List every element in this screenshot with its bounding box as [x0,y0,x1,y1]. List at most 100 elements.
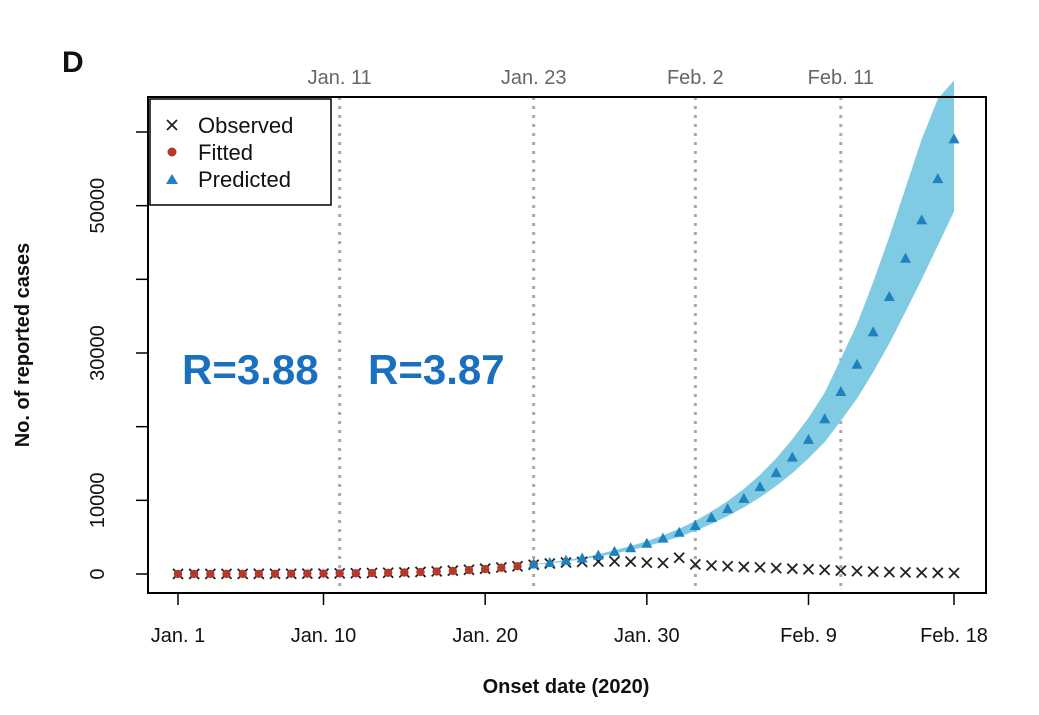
predicted-point-27 [948,133,960,144]
x-axis: Jan. 1 Jan. 10 Jan. 20 Jan. 30 Feb. 9 Feb. 18 [151,592,988,647]
observed-cross [867,566,879,578]
observed-point-32 [673,552,685,564]
predicted-point-26 [932,173,944,184]
predicted-point-15 [754,481,766,492]
fitted-point-6 [254,569,264,579]
fitted-point-9 [303,569,312,578]
predicted-point-24 [900,252,911,263]
observed-cross [948,567,960,579]
fitted-point-4 [222,569,231,579]
legend-label-predicted: Predicted [198,167,291,192]
fitted-point-18 [448,566,458,576]
observed-cross [738,561,750,573]
predicted-point-2 [544,556,556,567]
legend: Observed Fitted Predicted [149,98,332,206]
observed-cross [705,559,718,572]
vline-label-1: Jan. 11 [308,67,372,89]
observed-cross [916,566,928,579]
observed-point-41 [819,564,831,576]
observed-cross [673,552,685,564]
observed-cross [608,555,621,567]
prediction-band [533,80,954,565]
observed-point-36 [738,561,750,573]
reference-lines: Jan. 11 Jan. 23 Feb. 2 Feb. 11 [308,67,874,593]
observed-cross [625,555,637,568]
predicted-point-14 [738,492,750,503]
x-axis-label: Onset date (2020) [483,676,650,698]
observed-point-37 [754,561,766,574]
predicted-point-18 [803,433,814,444]
fitted-point-5 [238,569,247,579]
legend-label-observed: Observed [198,113,293,138]
vline-label-4: Feb. 11 [808,67,874,89]
observed-cross [851,565,863,577]
legend-box [149,98,332,206]
observed-cross [835,564,847,577]
observed-point-40 [802,563,815,575]
observed-point-38 [770,562,782,574]
observed-point-31 [657,557,669,569]
y-tick-label-2: 10000 [87,473,109,529]
fitted-point-17 [432,567,441,576]
predicted-point-5 [592,549,604,560]
observed-point-34 [705,559,718,572]
predicted-point-20 [835,386,847,397]
vline-label-2: Jan. 23 [501,67,567,89]
observed-point-29 [625,555,637,568]
predicted-point-22 [867,326,879,337]
observed-point-42 [835,564,847,577]
fitted-point-20 [480,564,490,574]
fitted-point-2 [189,569,199,579]
panel-label: D [62,46,84,79]
observed-cross [754,561,766,574]
predicted-point-8 [641,537,653,548]
fitted-point-1 [173,569,183,579]
fitted-point-12 [351,569,361,578]
prediction-interval-band [533,80,954,565]
y-tick-label-1: 0 [87,568,109,579]
predicted-point-17 [786,451,798,462]
fitted-point-19 [464,565,474,575]
predicted-point-23 [883,291,895,302]
predicted-point-10 [673,526,685,537]
fitted-point-15 [400,568,409,577]
predicted-point-16 [770,467,782,478]
x-tick-label-3: Jan. 20 [452,625,518,647]
fitted-point-13 [367,568,377,578]
predicted-point-12 [706,512,717,523]
observed-cross [657,557,669,569]
y-tick-label-3: 30000 [87,325,109,381]
legend-label-fitted: Fitted [198,140,253,165]
predicted-point-3 [560,554,572,565]
x-tick-label-5: Feb. 9 [780,625,837,647]
y-axis: 0 10000 30000 50000 [87,131,149,580]
observed-cross [819,564,831,576]
observed-point-28 [608,555,621,567]
fitted-point-3 [206,569,215,579]
observed-cross [689,558,701,571]
predicted-point-1 [528,558,540,569]
x-tick-label-4: Jan. 30 [614,625,680,647]
observed-cross [883,566,895,578]
observed-point-39 [786,563,798,575]
predicted-point-13 [722,503,734,514]
predicted-point-25 [916,214,928,225]
legend-symbol-fitted [167,147,177,157]
observed-point-48 [932,567,944,579]
annotation-r-after: R=3.87 [368,346,505,393]
fitted-point-10 [319,569,328,578]
observed-point-33 [689,558,701,571]
fitted-point-8 [286,569,296,578]
observed-point-30 [641,556,653,569]
observed-point-44 [867,566,879,578]
predicted-point-19 [819,413,831,424]
x-tick-label-2: Jan. 10 [291,625,357,647]
predicted-point-21 [851,358,863,369]
predicted-point-11 [689,520,701,531]
predicted-point-6 [609,545,620,556]
observed-cross [932,567,944,579]
observed-point-47 [916,566,928,579]
fitted-point-11 [335,569,344,578]
observed-point-45 [883,566,895,578]
